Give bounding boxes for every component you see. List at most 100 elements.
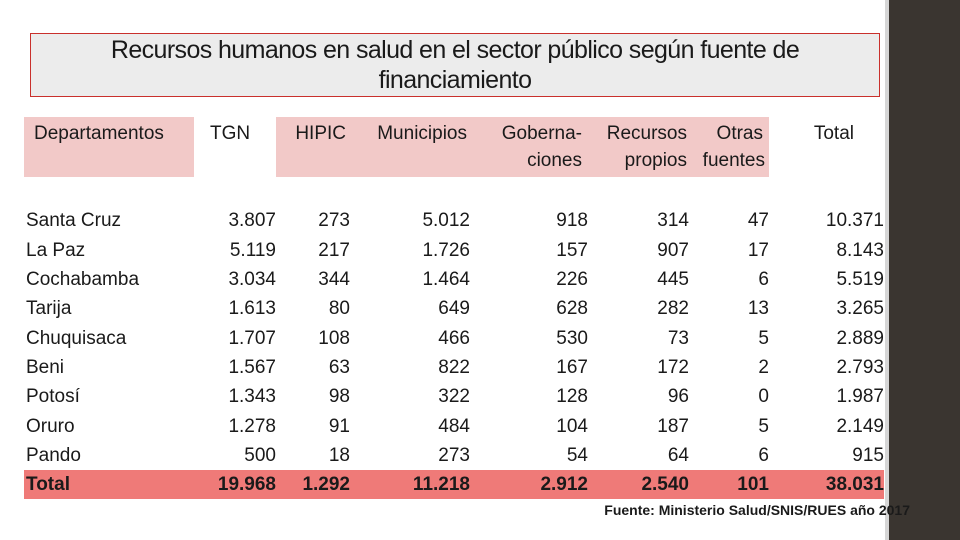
cell-tgn: 500	[244, 444, 276, 466]
cell-municipios: 1.464	[422, 269, 470, 291]
table-row: Tarija 1.613 80 649 628 282 13 3.265	[24, 294, 884, 323]
cell-gobernaciones: 226	[556, 269, 588, 291]
table-row: Santa Cruz 3.807 273 5.012 918 314 47 10.371	[24, 206, 884, 235]
cell-recursos-propios: 907	[657, 239, 689, 261]
header-tgn: TGN	[194, 117, 276, 177]
slide-title-line-2: financiamiento	[378, 66, 532, 94]
cell-tgn: 1.567	[228, 356, 276, 378]
cell-recursos-propios: 187	[657, 415, 689, 437]
cell-department: Tarija	[26, 298, 72, 320]
cell-department: Chuquisaca	[26, 327, 127, 349]
cell-total: 915	[852, 444, 884, 466]
cell-tgn: 1.278	[228, 415, 276, 437]
cell-department: Total	[24, 469, 194, 500]
cell-municipios: 649	[438, 298, 470, 320]
cell-recursos-propios: 73	[667, 327, 689, 349]
header-municipios: Municipios	[350, 117, 470, 177]
cell-otras-fuentes: 17	[747, 239, 769, 261]
right-divider-strip	[885, 0, 889, 540]
cell-total: 2.149	[836, 415, 884, 437]
cell-otras-fuentes: 6	[758, 444, 769, 466]
cell-hipic: 217	[318, 239, 350, 261]
cell-hipic: 273	[318, 210, 350, 232]
cell-department: Potosí	[26, 386, 80, 408]
cell-gobernaciones: 128	[556, 386, 588, 408]
cell-recursos-propios: 64	[667, 444, 689, 466]
cell-gobernaciones: 530	[556, 327, 588, 349]
cell-municipios: 822	[438, 356, 470, 378]
cell-recursos-propios: 282	[657, 298, 689, 320]
header-departamentos: Departamentos	[24, 117, 194, 177]
cell-total: 8.143	[836, 239, 884, 261]
slide-title-box: Recursos humanos en salud en el sector p…	[30, 33, 880, 97]
header-otras-line-2: fuentes	[702, 150, 765, 171]
table-row: Cochabamba 3.034 344 1.464 226 445 6 5.519	[24, 265, 884, 294]
cell-municipios: 273	[438, 444, 470, 466]
header-gobernaciones: Goberna- ciones	[470, 117, 588, 177]
cell-total: 3.265	[836, 298, 884, 320]
header-hipic: HIPIC	[276, 117, 350, 177]
cell-tgn: 5.119	[229, 239, 276, 261]
cell-tgn: 3.807	[228, 210, 276, 232]
cell-department: Pando	[26, 444, 81, 466]
cell-tgn: 1.613	[228, 298, 276, 320]
cell-recursos-propios: 2.540	[588, 469, 689, 500]
cell-hipic: 18	[328, 444, 350, 466]
cell-gobernaciones: 2.912	[470, 469, 588, 500]
cell-department: Beni	[26, 356, 65, 378]
cell-municipios: 5.012	[422, 210, 470, 232]
cell-municipios: 1.726	[422, 239, 470, 261]
header-otras-fuentes: Otras fuentes	[689, 117, 769, 177]
cell-department: La Paz	[26, 239, 86, 261]
cell-department: Santa Cruz	[26, 210, 122, 232]
cell-gobernaciones: 918	[556, 210, 588, 232]
table-header-row: Departamentos TGN HIPIC Municipios Gober…	[24, 117, 884, 177]
cell-otras-fuentes: 6	[758, 269, 769, 291]
cell-total: 38.031	[769, 469, 884, 500]
cell-municipios: 322	[438, 386, 470, 408]
header-gobernaciones-line-2: ciones	[527, 150, 582, 171]
table-spacer	[24, 177, 884, 206]
cell-hipic: 98	[328, 386, 350, 408]
header-recursos-line-2: propios	[624, 150, 687, 171]
source-note: Fuente: Ministerio Salud/SNIS/RUES año 2…	[604, 502, 910, 518]
header-total: Total	[769, 117, 884, 177]
cell-otras-fuentes: 47	[747, 210, 769, 232]
table-body: Santa Cruz 3.807 273 5.012 918 314 47 10.371 La …	[24, 177, 884, 500]
table-total-row: Total 19.968 1.292 11.218 2.912 2.540 101 38.03…	[24, 469, 884, 500]
cell-recursos-propios: 172	[657, 356, 689, 378]
right-decorative-bar	[889, 0, 960, 540]
cell-department: Oruro	[26, 415, 75, 437]
cell-department: Cochabamba	[26, 269, 140, 291]
cell-hipic: 1.292	[276, 469, 350, 500]
table-row: La Paz 5.119 217 1.726 157 907 17 8.143	[24, 236, 884, 265]
cell-municipios: 11.218	[350, 469, 470, 500]
cell-otras-fuentes: 0	[758, 386, 769, 408]
cell-otras-fuentes: 2	[758, 356, 769, 378]
table-row: Potosí 1.343 98 322 128 96 0 1.987	[24, 382, 884, 411]
cell-total: 10.371	[825, 210, 884, 232]
cell-total: 5.519	[836, 269, 884, 291]
hr-table: Departamentos TGN HIPIC Municipios Gober…	[24, 117, 884, 500]
header-otras-line-1: Otras	[716, 123, 763, 144]
cell-tgn: 3.034	[228, 269, 276, 291]
cell-total: 2.793	[836, 356, 884, 378]
cell-gobernaciones: 104	[556, 415, 588, 437]
cell-total: 2.889	[836, 327, 884, 349]
table-row: Beni 1.567 63 822 167 172 2 2.793	[24, 353, 884, 382]
cell-otras-fuentes: 5	[758, 327, 769, 349]
slide-title-line-1: Recursos humanos en salud en el sector p…	[110, 36, 800, 64]
cell-gobernaciones: 54	[566, 444, 588, 466]
cell-recursos-propios: 96	[667, 386, 689, 408]
table-row: Pando 500 18 273 54 64 6 915	[24, 441, 884, 470]
cell-gobernaciones: 157	[556, 239, 588, 261]
cell-hipic: 344	[318, 269, 350, 291]
cell-hipic: 108	[318, 327, 350, 349]
cell-gobernaciones: 167	[556, 356, 588, 378]
header-gobernaciones-line-1: Goberna-	[501, 123, 582, 144]
cell-otras-fuentes: 5	[758, 415, 769, 437]
cell-municipios: 484	[438, 415, 470, 437]
cell-otras-fuentes: 13	[747, 298, 769, 320]
cell-hipic: 63	[328, 356, 350, 378]
cell-total: 1.987	[836, 386, 884, 408]
